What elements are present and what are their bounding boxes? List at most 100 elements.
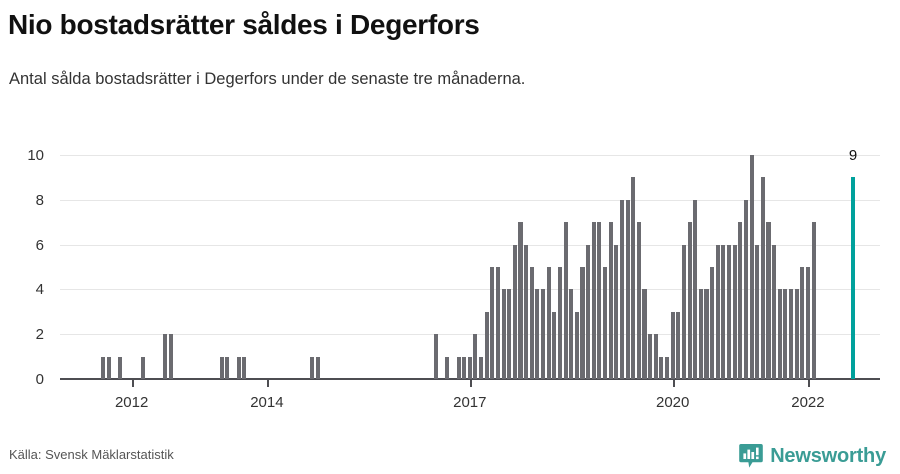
bar[interactable]	[580, 267, 585, 379]
bar[interactable]	[648, 334, 653, 379]
bar[interactable]	[681, 244, 686, 379]
bar[interactable]	[693, 199, 698, 379]
bar[interactable]	[140, 356, 145, 379]
bar[interactable]	[557, 267, 562, 379]
bar[interactable]	[479, 356, 484, 379]
bar[interactable]	[524, 244, 529, 379]
source-note: Källa: Svensk Mäklarstatistik	[9, 447, 174, 462]
x-axis-tick-mark	[807, 380, 810, 387]
bar[interactable]	[772, 244, 777, 379]
bar[interactable]	[495, 267, 500, 379]
bar[interactable]	[242, 356, 247, 379]
bar[interactable]	[631, 177, 636, 379]
bar-highlighted[interactable]	[851, 177, 856, 379]
bar[interactable]	[219, 356, 224, 379]
bar[interactable]	[687, 222, 692, 379]
x-axis-tick-label: 2014	[250, 394, 284, 411]
bar[interactable]	[569, 289, 574, 379]
bar[interactable]	[738, 222, 743, 379]
bar[interactable]	[433, 334, 438, 379]
bar[interactable]	[512, 244, 517, 379]
bar[interactable]	[490, 267, 495, 379]
newsworthy-bar-chart-bubble-icon	[739, 443, 763, 469]
x-axis-tick-label: 2022	[791, 394, 825, 411]
bar[interactable]	[225, 356, 230, 379]
bar[interactable]	[665, 356, 670, 379]
bar[interactable]	[163, 334, 168, 379]
bar[interactable]	[118, 356, 123, 379]
bar[interactable]	[755, 244, 760, 379]
bar[interactable]	[107, 356, 112, 379]
bar[interactable]	[586, 244, 591, 379]
bar[interactable]	[535, 289, 540, 379]
bar[interactable]	[507, 289, 512, 379]
y-axis-tick-label: 8	[35, 191, 44, 209]
bar[interactable]	[777, 289, 782, 379]
y-axis-tick-label: 6	[35, 236, 44, 254]
y-axis-tick-label: 2	[35, 326, 44, 344]
bar[interactable]	[800, 267, 805, 379]
bar[interactable]	[670, 311, 675, 379]
bar[interactable]	[473, 334, 478, 379]
bar[interactable]	[732, 244, 737, 379]
bar[interactable]	[749, 155, 754, 379]
bar[interactable]	[783, 289, 788, 379]
x-axis-tick-mark	[469, 380, 472, 387]
x-axis-tick-label: 2017	[453, 394, 487, 411]
bar[interactable]	[462, 356, 467, 379]
plot-area: 0 2 4 6 8 10 9 2012 2014 2017 2020 2022	[27, 148, 880, 410]
gridline	[60, 155, 880, 156]
bar[interactable]	[484, 311, 489, 379]
y-axis-tick-label: 10	[27, 147, 44, 164]
bar[interactable]	[608, 222, 613, 379]
bar[interactable]	[467, 356, 472, 379]
x-axis-tick-mark	[672, 380, 675, 387]
bar[interactable]	[727, 244, 732, 379]
bar[interactable]	[309, 356, 315, 379]
bar[interactable]	[805, 267, 810, 379]
bar[interactable]	[546, 267, 551, 379]
bar[interactable]	[518, 222, 523, 379]
bar[interactable]	[794, 289, 799, 379]
bar[interactable]	[603, 267, 608, 379]
newsworthy-logo[interactable]: Newsworthy	[739, 443, 886, 469]
bar[interactable]	[659, 356, 664, 379]
bar[interactable]	[653, 334, 658, 379]
bar[interactable]	[636, 222, 641, 379]
highlighted-bar-value-label: 9	[848, 147, 858, 164]
bar[interactable]	[236, 356, 241, 379]
bar[interactable]	[591, 222, 596, 379]
bar[interactable]	[789, 289, 794, 379]
bar[interactable]	[574, 311, 579, 379]
x-axis-tick-mark	[131, 380, 134, 387]
bar[interactable]	[315, 356, 320, 379]
bar[interactable]	[597, 222, 602, 379]
bar[interactable]	[760, 177, 765, 379]
bar[interactable]	[625, 199, 630, 379]
bar[interactable]	[563, 222, 568, 379]
page-title: Nio bostadsrätter såldes i Degerfors	[8, 9, 480, 40]
bar[interactable]	[552, 311, 557, 379]
bar[interactable]	[766, 222, 771, 379]
bar[interactable]	[710, 267, 715, 379]
bar[interactable]	[698, 289, 703, 379]
bar[interactable]	[743, 199, 748, 379]
bar[interactable]	[642, 289, 647, 379]
bar[interactable]	[501, 289, 506, 379]
bar[interactable]	[614, 244, 619, 379]
gridline	[60, 244, 880, 246]
bar[interactable]	[676, 311, 681, 379]
bar[interactable]	[619, 199, 624, 379]
bar[interactable]	[715, 244, 720, 379]
bar[interactable]	[811, 222, 816, 379]
bar[interactable]	[101, 356, 106, 379]
x-axis-tick-label: 2020	[656, 394, 690, 411]
bar[interactable]	[456, 356, 461, 379]
bar[interactable]	[541, 289, 546, 379]
bar[interactable]	[169, 334, 174, 379]
bar[interactable]	[721, 244, 726, 379]
bar[interactable]	[704, 289, 709, 379]
bar[interactable]	[445, 356, 450, 379]
bar[interactable]	[529, 267, 534, 379]
